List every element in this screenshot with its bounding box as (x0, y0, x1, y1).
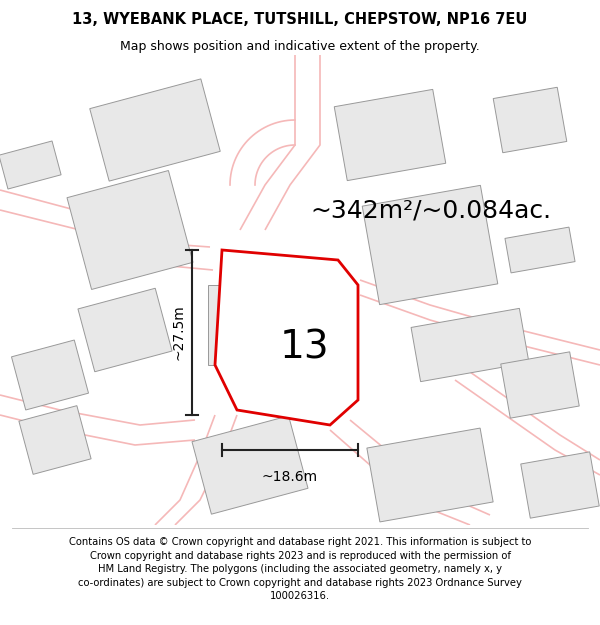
Polygon shape (215, 250, 358, 425)
Polygon shape (493, 88, 567, 152)
Polygon shape (19, 406, 91, 474)
Polygon shape (411, 308, 529, 382)
Text: 13: 13 (279, 328, 329, 366)
Polygon shape (11, 340, 89, 410)
Polygon shape (192, 416, 308, 514)
Polygon shape (0, 141, 61, 189)
Text: 13, WYEBANK PLACE, TUTSHILL, CHEPSTOW, NP16 7EU: 13, WYEBANK PLACE, TUTSHILL, CHEPSTOW, N… (73, 12, 527, 27)
Polygon shape (78, 288, 172, 372)
Polygon shape (362, 186, 498, 304)
Polygon shape (334, 89, 446, 181)
Text: ~27.5m: ~27.5m (171, 304, 185, 361)
Polygon shape (90, 79, 220, 181)
Polygon shape (367, 428, 493, 522)
Polygon shape (501, 352, 579, 418)
Polygon shape (521, 452, 599, 518)
Polygon shape (208, 285, 283, 365)
Polygon shape (505, 227, 575, 273)
Text: Map shows position and indicative extent of the property.: Map shows position and indicative extent… (120, 39, 480, 52)
Text: ~18.6m: ~18.6m (262, 470, 318, 484)
Text: Contains OS data © Crown copyright and database right 2021. This information is : Contains OS data © Crown copyright and d… (69, 537, 531, 601)
Text: ~342m²/~0.084ac.: ~342m²/~0.084ac. (310, 198, 551, 222)
Polygon shape (67, 171, 193, 289)
